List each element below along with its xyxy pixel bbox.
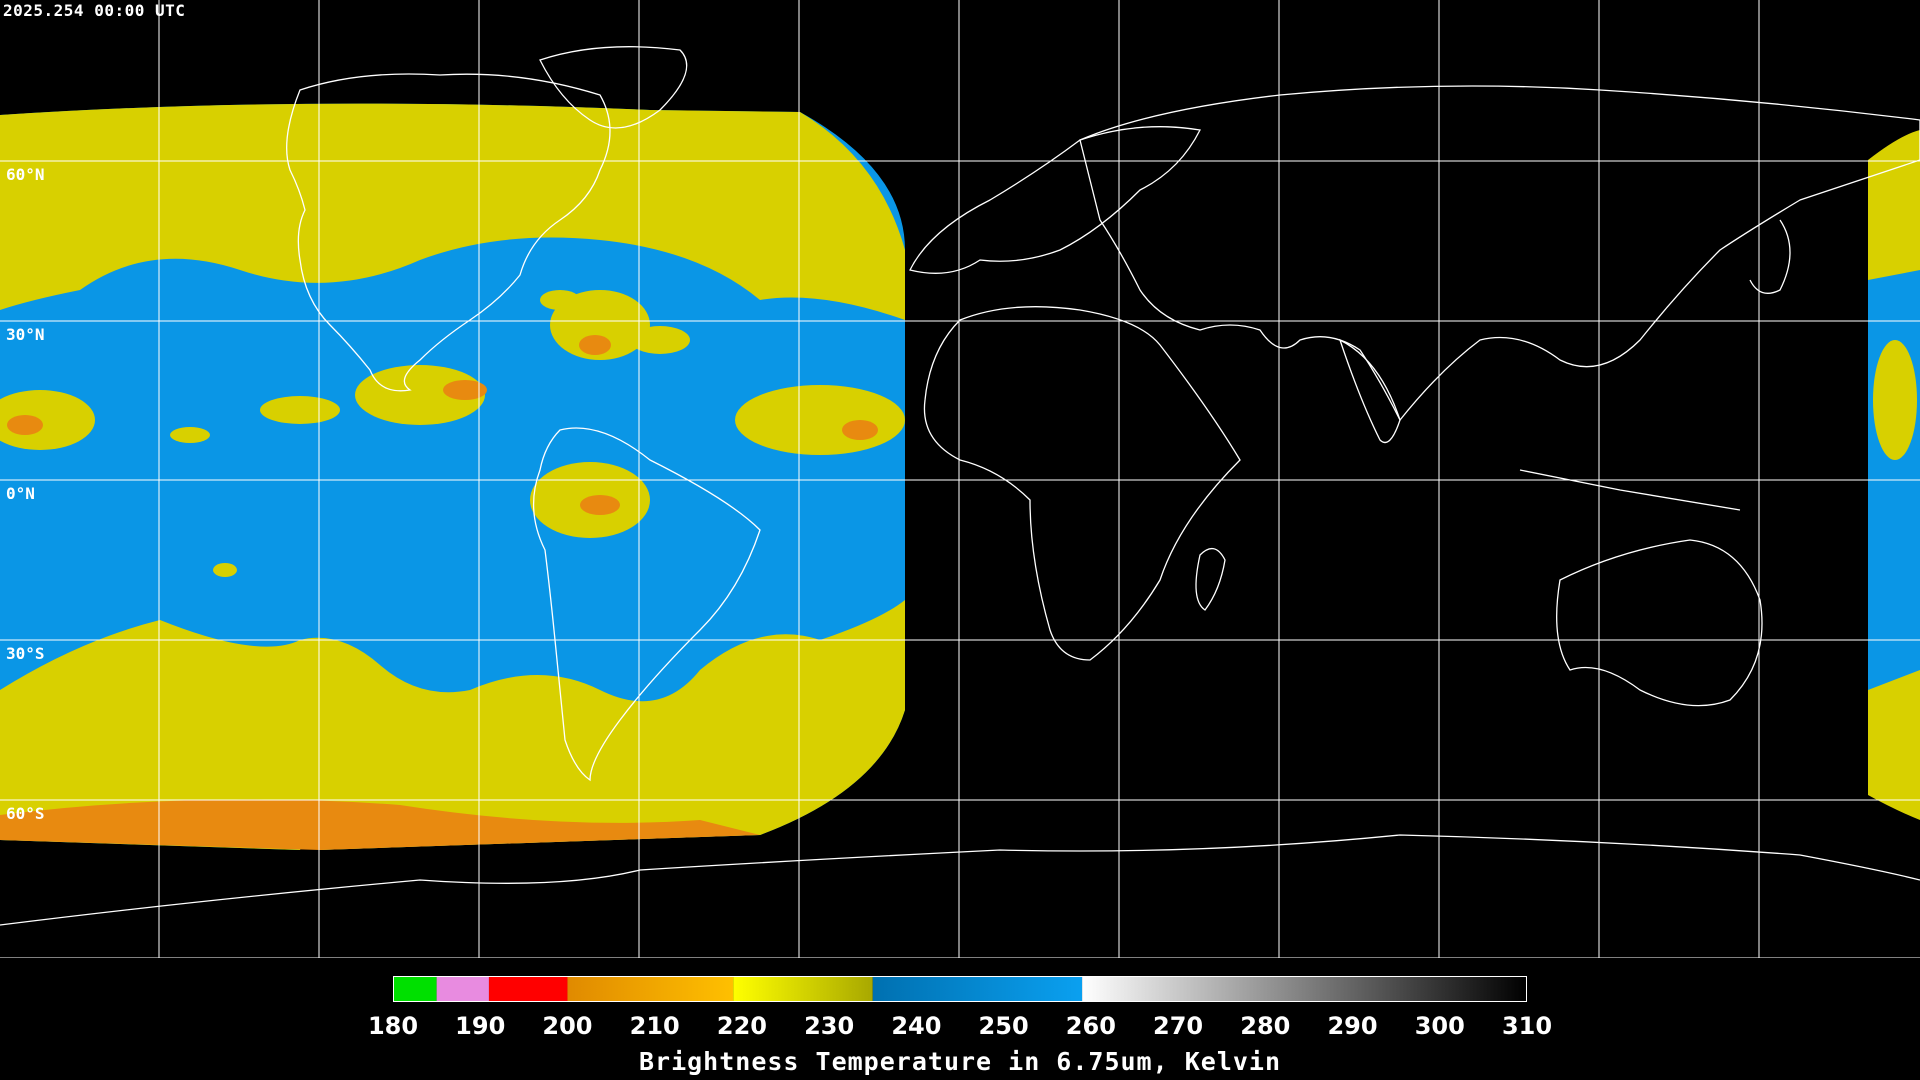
colorbar-tick-label: 240 [891, 1012, 942, 1040]
coastline-greenland [539, 46, 688, 129]
colorbar-tick-label: 230 [804, 1012, 855, 1040]
colorbar-segment [733, 976, 873, 1002]
colorbar-tick-label: 280 [1240, 1012, 1291, 1040]
colorbar-tick-label: 190 [455, 1012, 506, 1040]
water-vapor-imagery [0, 103, 905, 851]
colorbar-segment [1082, 976, 1527, 1002]
colorbar [393, 976, 1527, 1002]
satellite-map [0, 0, 1920, 958]
colorbar-tick-label: 220 [716, 1012, 767, 1040]
colorbar-tick-label: 270 [1153, 1012, 1204, 1040]
coastline-indonesia [1519, 469, 1741, 511]
colorbar-segment [436, 976, 489, 1002]
graticule [0, 0, 1920, 958]
lat-label-60n: 60°N [6, 165, 45, 184]
colorbar-tick-label: 310 [1501, 1012, 1553, 1040]
colorbar-border [393, 976, 1527, 1002]
coastlines [0, 46, 1920, 926]
coastline-south-america [532, 427, 761, 782]
colorbar-segment [872, 976, 1083, 1002]
colorbar-tick-label: 200 [542, 1012, 593, 1040]
coastline-africa [923, 306, 1241, 661]
lat-label-60s: 60°S [6, 804, 45, 823]
dry-band-south-orange [0, 799, 760, 850]
coastline-australia [1556, 539, 1763, 707]
dry-band-south [0, 600, 905, 850]
coastline-asia [1079, 85, 1920, 422]
lat-label-0n: 0°N [6, 484, 35, 503]
coastline-north-america [286, 73, 611, 392]
colorbar-segment [567, 976, 734, 1002]
coastline-japan [1749, 219, 1791, 294]
colorbar-title: Brightness Temperature in 6.75um, Kelvin [638, 1047, 1282, 1076]
imagery-disk-east [1868, 130, 1920, 820]
colorbar-tick-label: 290 [1327, 1012, 1378, 1040]
coastline-india [1338, 338, 1401, 444]
coastline-europe [909, 126, 1201, 274]
colorbar-tick-label: 180 [367, 1012, 419, 1040]
colorbar-tick-label: 210 [629, 1012, 680, 1040]
dry-band-north [0, 103, 905, 320]
timestamp: 2025.254 00:00 UTC [3, 1, 186, 20]
colorbar-tick-label: 250 [978, 1012, 1029, 1040]
colorbar-segment [393, 976, 437, 1002]
colorbar-segment [488, 976, 568, 1002]
coastline-madagascar [1195, 548, 1226, 611]
colorbar-tick-label: 300 [1414, 1012, 1465, 1040]
coastline-antarctica [0, 834, 1920, 926]
colorbar-tick-label: 260 [1065, 1012, 1116, 1040]
lat-label-30n: 30°N [6, 325, 45, 344]
lat-label-30s: 30°S [6, 644, 45, 663]
